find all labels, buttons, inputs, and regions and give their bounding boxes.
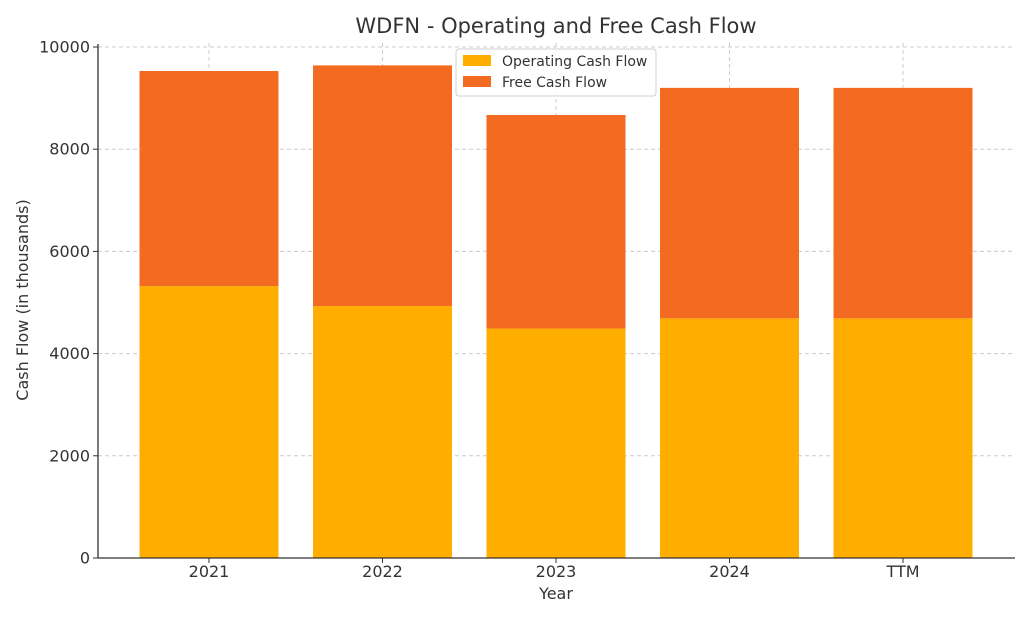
legend-box — [455, 48, 657, 97]
bar-operating-cash-flow-2022 — [313, 306, 452, 558]
x-tick-label: 2021 — [189, 562, 230, 581]
bar-free-cash-flow-2022 — [313, 65, 452, 307]
bar-free-cash-flow-2023 — [486, 114, 626, 329]
bar-operating-cash-flow-ttm — [833, 318, 973, 558]
legend-label-operating: Operating Cash Flow — [502, 54, 647, 70]
y-tick-label: 10000 — [39, 38, 90, 57]
x-axis-label: Year — [538, 584, 573, 603]
legend-swatch-free — [463, 76, 491, 87]
y-tick-label: 8000 — [49, 140, 90, 159]
bar-operating-cash-flow-2023 — [486, 328, 626, 558]
y-axis-label: Cash Flow (in thousands) — [13, 199, 32, 400]
chart-title: WDFN - Operating and Free Cash Flow — [355, 14, 756, 38]
legend: Operating Cash Flow Free Cash Flow — [455, 48, 657, 97]
bar-free-cash-flow-2024 — [660, 87, 799, 319]
y-tick-label: 4000 — [49, 344, 90, 363]
bar-operating-cash-flow-2021 — [139, 286, 279, 558]
x-tick-label: TTM — [885, 562, 919, 581]
legend-swatch-operating — [463, 55, 491, 66]
bar-free-cash-flow-ttm — [833, 87, 973, 319]
legend-label-free: Free Cash Flow — [502, 75, 607, 91]
y-tick-label: 2000 — [49, 446, 90, 465]
x-tick-label: 2024 — [709, 562, 750, 581]
bar-free-cash-flow-2021 — [139, 71, 279, 287]
x-tick-label: 2022 — [362, 562, 403, 581]
x-tick-label: 2023 — [536, 562, 577, 581]
bar-operating-cash-flow-2024 — [660, 318, 799, 558]
ticks: 0 2000 4000 6000 8000 10000 2021 2022 2023 2024 TT… — [39, 38, 919, 582]
y-tick-label: 0 — [80, 549, 90, 568]
y-tick-label: 6000 — [49, 242, 90, 261]
bars — [139, 65, 973, 558]
